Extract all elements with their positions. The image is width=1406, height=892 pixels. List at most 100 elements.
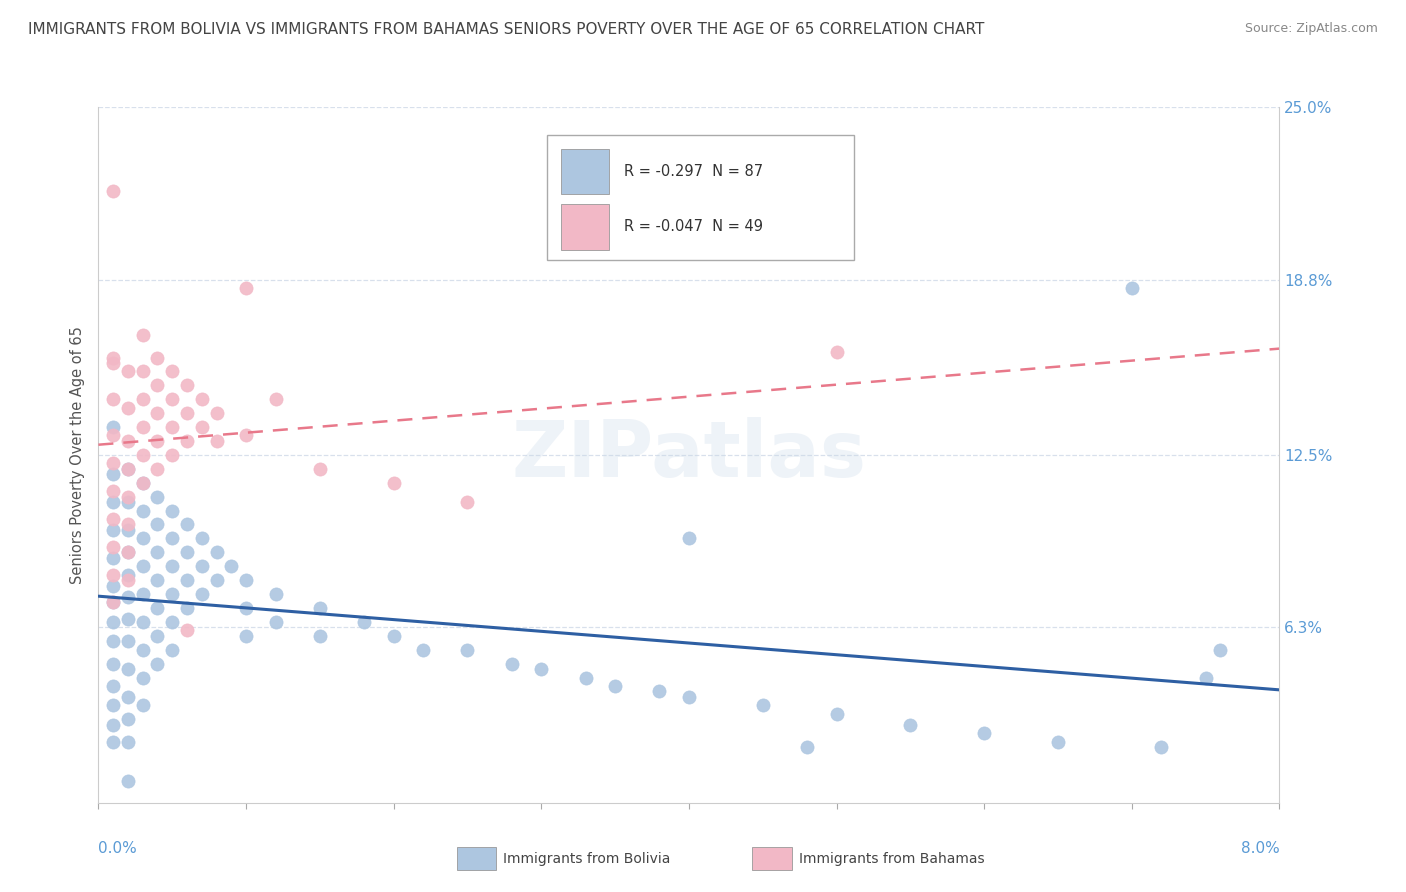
Point: [117, 734, 139, 748]
Point: [162, 642, 183, 657]
Point: [574, 671, 596, 685]
Point: [103, 550, 124, 565]
Text: R = -0.047  N = 49: R = -0.047 N = 49: [624, 219, 763, 235]
Point: [103, 734, 124, 748]
Point: [117, 545, 139, 559]
Point: [103, 512, 124, 526]
Point: [264, 392, 287, 407]
Point: [146, 434, 169, 448]
Point: [264, 587, 287, 601]
Point: [103, 698, 124, 713]
Point: [176, 601, 198, 615]
Point: [176, 573, 198, 587]
Point: [176, 434, 198, 448]
Point: [117, 712, 139, 726]
Point: [176, 517, 198, 532]
Point: [219, 559, 242, 574]
Point: [205, 406, 228, 420]
Point: [132, 642, 155, 657]
Text: Immigrants from Bolivia: Immigrants from Bolivia: [503, 852, 671, 866]
Point: [162, 448, 183, 462]
Text: 0.0%: 0.0%: [98, 841, 138, 856]
Point: [103, 495, 124, 509]
Point: [162, 503, 183, 517]
Point: [117, 523, 139, 537]
Point: [132, 448, 155, 462]
Point: [162, 532, 183, 546]
Point: [103, 420, 124, 434]
Point: [751, 698, 773, 713]
Text: Immigrants from Bahamas: Immigrants from Bahamas: [799, 852, 984, 866]
Point: [162, 364, 183, 378]
Point: [235, 629, 257, 643]
Point: [132, 475, 155, 490]
Point: [382, 629, 405, 643]
Point: [146, 657, 169, 671]
Point: [146, 462, 169, 476]
Text: ZIPatlas: ZIPatlas: [512, 417, 866, 493]
Point: [353, 615, 375, 629]
Point: [146, 601, 169, 615]
Point: [103, 351, 124, 365]
Point: [117, 590, 139, 604]
Point: [191, 587, 214, 601]
Point: [103, 484, 124, 499]
Point: [678, 690, 700, 704]
Point: [132, 532, 155, 546]
Point: [132, 392, 155, 407]
Point: [132, 559, 155, 574]
Point: [146, 378, 169, 392]
Point: [501, 657, 523, 671]
Point: [103, 634, 124, 648]
Point: [191, 559, 214, 574]
Point: [308, 462, 332, 476]
Point: [412, 642, 434, 657]
Point: [117, 462, 139, 476]
Point: [132, 328, 155, 343]
Point: [176, 406, 198, 420]
Point: [235, 573, 257, 587]
Y-axis label: Seniors Poverty Over the Age of 65: Seniors Poverty Over the Age of 65: [69, 326, 84, 584]
Point: [103, 523, 124, 537]
Point: [117, 573, 139, 587]
Point: [191, 420, 214, 434]
Point: [117, 690, 139, 704]
Point: [117, 662, 139, 676]
Point: [205, 573, 228, 587]
Point: [1150, 740, 1173, 755]
Point: [117, 364, 139, 378]
Point: [162, 559, 183, 574]
Point: [103, 356, 124, 370]
Point: [825, 345, 848, 359]
Point: [103, 595, 124, 609]
Point: [132, 503, 155, 517]
Point: [103, 579, 124, 593]
Point: [176, 545, 198, 559]
Point: [146, 406, 169, 420]
Text: IMMIGRANTS FROM BOLIVIA VS IMMIGRANTS FROM BAHAMAS SENIORS POVERTY OVER THE AGE : IMMIGRANTS FROM BOLIVIA VS IMMIGRANTS FR…: [28, 22, 984, 37]
Point: [1121, 281, 1143, 295]
Point: [117, 462, 139, 476]
Point: [205, 545, 228, 559]
Point: [308, 629, 332, 643]
Point: [1046, 734, 1069, 748]
Point: [117, 634, 139, 648]
Point: [1209, 642, 1232, 657]
Point: [162, 587, 183, 601]
Point: [132, 698, 155, 713]
Point: [1194, 671, 1216, 685]
Point: [117, 773, 139, 788]
Point: [191, 532, 214, 546]
Point: [530, 662, 553, 676]
Text: Source: ZipAtlas.com: Source: ZipAtlas.com: [1244, 22, 1378, 36]
FancyBboxPatch shape: [561, 149, 609, 194]
FancyBboxPatch shape: [547, 135, 855, 260]
Point: [117, 401, 139, 415]
Point: [117, 545, 139, 559]
Point: [103, 567, 124, 582]
Point: [103, 540, 124, 554]
Point: [132, 420, 155, 434]
Point: [162, 420, 183, 434]
Point: [146, 351, 169, 365]
Point: [132, 587, 155, 601]
